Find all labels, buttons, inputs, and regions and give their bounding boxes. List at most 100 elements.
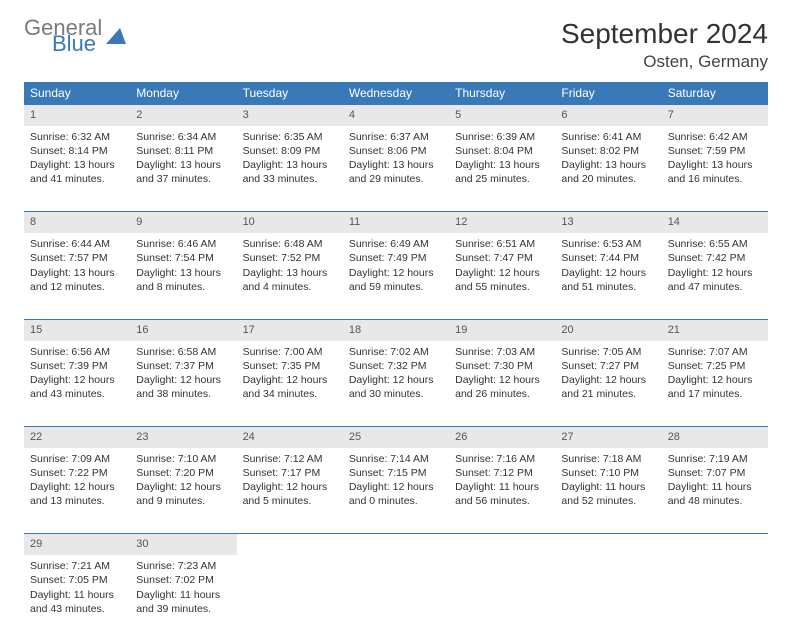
day-number: 30 <box>130 534 236 555</box>
day-number <box>237 534 343 555</box>
daylight-text: Daylight: 13 hours and 25 minutes. <box>455 158 549 186</box>
sunrise-text: Sunrise: 7:21 AM <box>30 559 124 573</box>
day-cell: Sunrise: 6:58 AMSunset: 7:37 PMDaylight:… <box>130 341 236 427</box>
daylight-text: Daylight: 12 hours and 21 minutes. <box>561 373 655 401</box>
daylight-text: Daylight: 12 hours and 47 minutes. <box>668 266 762 294</box>
day-number: 21 <box>662 319 768 340</box>
day-cell: Sunrise: 7:00 AMSunset: 7:35 PMDaylight:… <box>237 341 343 427</box>
sunset-text: Sunset: 7:10 PM <box>561 466 655 480</box>
sunrise-text: Sunrise: 6:37 AM <box>349 130 443 144</box>
sunset-text: Sunset: 7:05 PM <box>30 573 124 587</box>
sunset-text: Sunset: 7:20 PM <box>136 466 230 480</box>
daylight-text: Daylight: 13 hours and 37 minutes. <box>136 158 230 186</box>
weekday-header: Saturday <box>662 82 768 105</box>
day-cell: Sunrise: 7:10 AMSunset: 7:20 PMDaylight:… <box>130 448 236 534</box>
day-cell <box>555 555 661 641</box>
day-number: 19 <box>449 319 555 340</box>
sunrise-text: Sunrise: 7:18 AM <box>561 452 655 466</box>
daylight-text: Daylight: 13 hours and 12 minutes. <box>30 266 124 294</box>
sunset-text: Sunset: 7:32 PM <box>349 359 443 373</box>
day-number: 22 <box>24 427 130 448</box>
day-cell: Sunrise: 7:18 AMSunset: 7:10 PMDaylight:… <box>555 448 661 534</box>
day-cell <box>343 555 449 641</box>
day-number-row: 15161718192021 <box>24 319 768 340</box>
day-cell: Sunrise: 7:02 AMSunset: 7:32 PMDaylight:… <box>343 341 449 427</box>
daylight-text: Daylight: 12 hours and 43 minutes. <box>30 373 124 401</box>
sunrise-text: Sunrise: 6:49 AM <box>349 237 443 251</box>
day-number: 28 <box>662 427 768 448</box>
sunset-text: Sunset: 7:47 PM <box>455 251 549 265</box>
day-number <box>343 534 449 555</box>
day-number: 25 <box>343 427 449 448</box>
sunrise-text: Sunrise: 6:41 AM <box>561 130 655 144</box>
day-cell: Sunrise: 6:39 AMSunset: 8:04 PMDaylight:… <box>449 126 555 212</box>
sunset-text: Sunset: 7:54 PM <box>136 251 230 265</box>
day-number-row: 891011121314 <box>24 212 768 233</box>
daylight-text: Daylight: 13 hours and 20 minutes. <box>561 158 655 186</box>
day-body-row: Sunrise: 7:09 AMSunset: 7:22 PM Daylight:… <box>24 448 768 534</box>
header: General Blue September 2024 Osten, Germa… <box>24 18 768 72</box>
day-cell: Sunrise: 6:48 AMSunset: 7:52 PMDaylight:… <box>237 233 343 319</box>
day-number: 27 <box>555 427 661 448</box>
daylight-text: Daylight: 12 hours and 51 minutes. <box>561 266 655 294</box>
sunset-text: Sunset: 7:37 PM <box>136 359 230 373</box>
weekday-header: Sunday <box>24 82 130 105</box>
day-number: 11 <box>343 212 449 233</box>
day-cell: Sunrise: 7:03 AMSunset: 7:30 PMDaylight:… <box>449 341 555 427</box>
day-cell: Sunrise: 6:32 AMSunset: 8:14 PMDaylight:… <box>24 126 130 212</box>
sunset-text: Sunset: 7:12 PM <box>455 466 549 480</box>
day-number: 18 <box>343 319 449 340</box>
day-number: 15 <box>24 319 130 340</box>
day-number: 23 <box>130 427 236 448</box>
day-number: 20 <box>555 319 661 340</box>
daylight-text: Daylight: 12 hours and 26 minutes. <box>455 373 549 401</box>
sunrise-text: Sunrise: 7:00 AM <box>243 345 337 359</box>
sunrise-text: Sunrise: 7:10 AM <box>136 452 230 466</box>
sunset-text: Sunset: 8:14 PM <box>30 144 124 158</box>
day-cell: Sunrise: 7:23 AMSunset: 7:02 PMDaylight:… <box>130 555 236 641</box>
daylight-text: Daylight: 13 hours and 16 minutes. <box>668 158 762 186</box>
day-number: 2 <box>130 105 236 126</box>
day-number: 10 <box>237 212 343 233</box>
sunrise-text: Sunrise: 7:07 AM <box>668 345 762 359</box>
day-body-row: Sunrise: 6:56 AMSunset: 7:39 PMDaylight:… <box>24 341 768 427</box>
day-cell <box>449 555 555 641</box>
day-number: 3 <box>237 105 343 126</box>
month-title: September 2024 <box>561 18 768 50</box>
sunset-text: Sunset: 7:15 PM <box>349 466 443 480</box>
sunset-text: Sunset: 7:35 PM <box>243 359 337 373</box>
day-cell: Sunrise: 6:34 AMSunset: 8:11 PMDaylight:… <box>130 126 236 212</box>
sunrise-text: Sunrise: 6:42 AM <box>668 130 762 144</box>
sunset-text: Sunset: 7:22 PM <box>30 466 124 480</box>
daylight-text: Daylight: 13 hours and 29 minutes. <box>349 158 443 186</box>
sunset-text: Sunset: 7:59 PM <box>668 144 762 158</box>
sunset-text: Sunset: 8:11 PM <box>136 144 230 158</box>
day-number-row: 22232425262728 <box>24 427 768 448</box>
daylight-text: Daylight: 12 hours and 17 minutes. <box>668 373 762 401</box>
day-cell: Sunrise: 6:41 AMSunset: 8:02 PMDaylight:… <box>555 126 661 212</box>
daylight-text: Daylight: 12 hours and 9 minutes. <box>136 480 230 508</box>
day-number: 7 <box>662 105 768 126</box>
sunrise-text: Sunrise: 7:09 AM <box>30 452 124 466</box>
day-body-row: Sunrise: 6:44 AMSunset: 7:57 PMDaylight:… <box>24 233 768 319</box>
sunrise-text: Sunrise: 6:34 AM <box>136 130 230 144</box>
day-cell: Sunrise: 7:14 AMSunset: 7:15 PMDaylight:… <box>343 448 449 534</box>
day-cell: Sunrise: 6:49 AMSunset: 7:49 PMDaylight:… <box>343 233 449 319</box>
day-cell: Sunrise: 6:46 AMSunset: 7:54 PMDaylight:… <box>130 233 236 319</box>
day-cell: Sunrise: 7:05 AMSunset: 7:27 PMDaylight:… <box>555 341 661 427</box>
sunrise-text: Sunrise: 6:53 AM <box>561 237 655 251</box>
day-number: 5 <box>449 105 555 126</box>
daylight-text: Daylight: 12 hours and 30 minutes. <box>349 373 443 401</box>
logo: General Blue <box>24 18 128 54</box>
day-cell: Sunrise: 6:44 AMSunset: 7:57 PMDaylight:… <box>24 233 130 319</box>
location-label: Osten, Germany <box>561 52 768 72</box>
sunrise-text: Sunrise: 6:32 AM <box>30 130 124 144</box>
daylight-text: Daylight: 12 hours and 0 minutes. <box>349 480 443 508</box>
daylight-text: Daylight: 13 hours and 8 minutes. <box>136 266 230 294</box>
day-number-row: 2930 <box>24 534 768 555</box>
day-number: 24 <box>237 427 343 448</box>
day-number: 6 <box>555 105 661 126</box>
day-cell: Sunrise: 6:37 AMSunset: 8:06 PMDaylight:… <box>343 126 449 212</box>
day-number <box>449 534 555 555</box>
daylight-text: Daylight: 12 hours and 55 minutes. <box>455 266 549 294</box>
